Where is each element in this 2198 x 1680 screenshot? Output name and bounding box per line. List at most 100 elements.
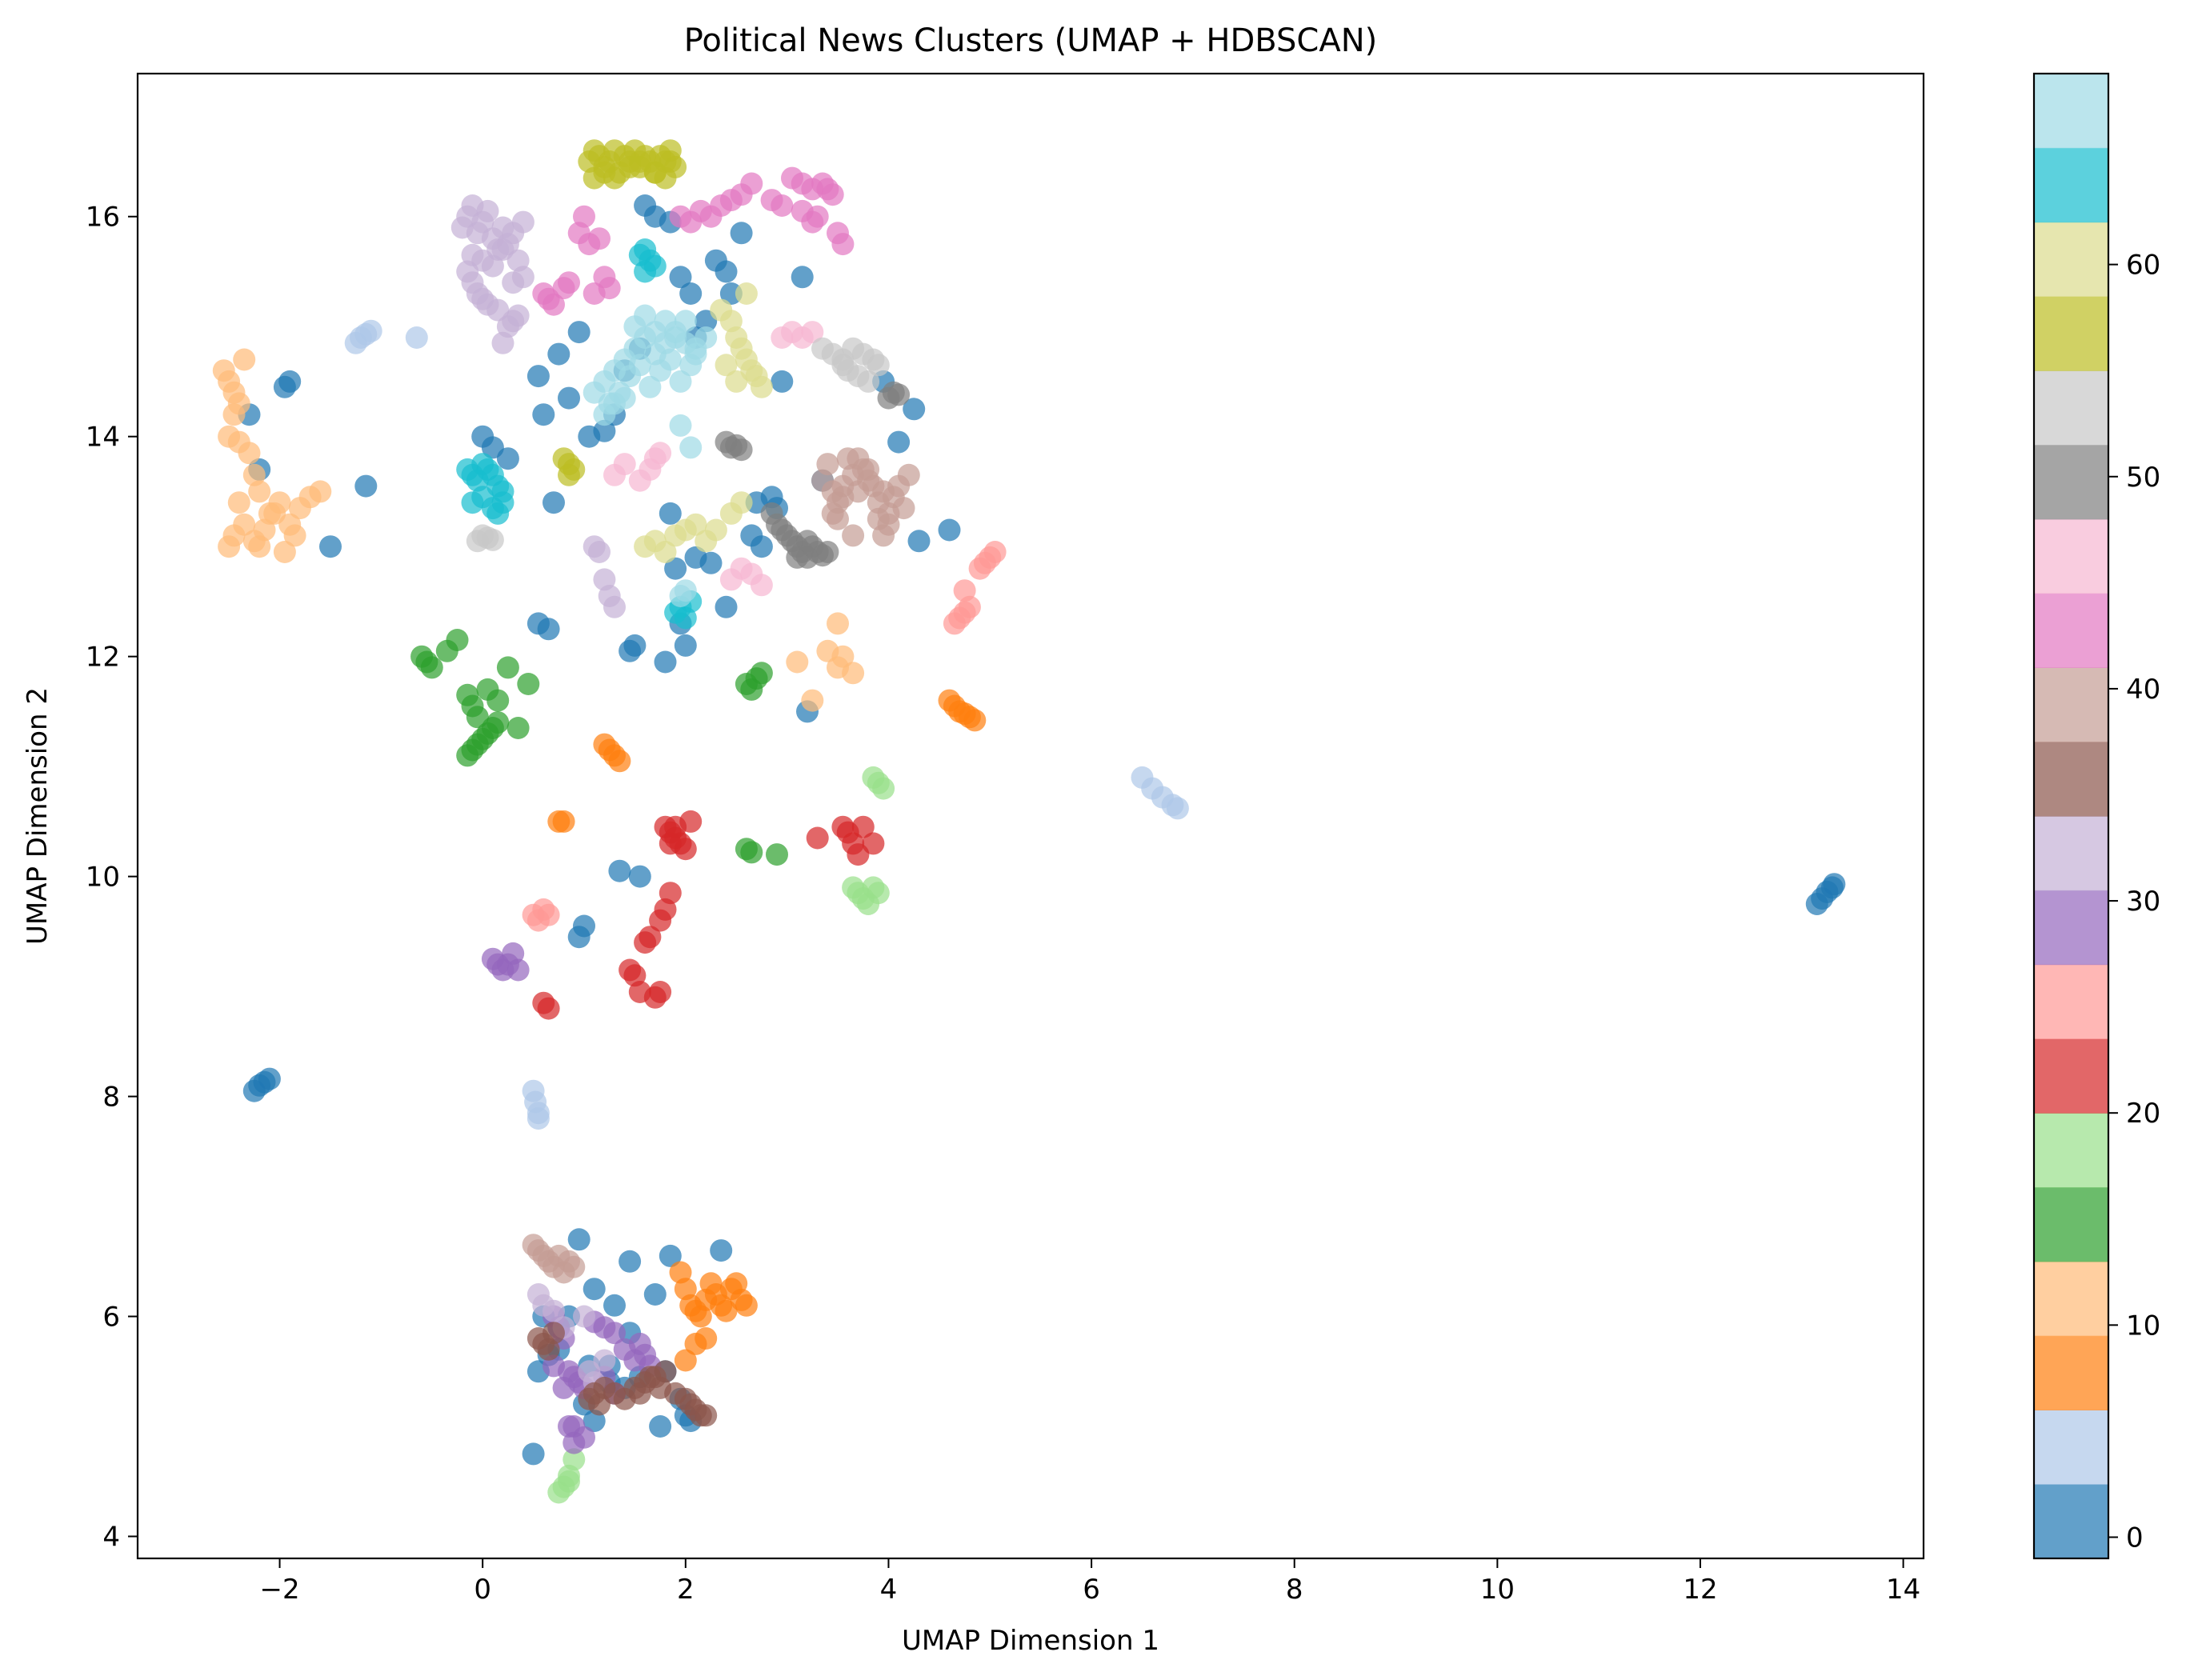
data-point [502, 310, 525, 333]
data-point [471, 287, 494, 310]
data-point [309, 480, 332, 503]
data-point [486, 711, 510, 734]
data-point [786, 546, 809, 569]
data-point [801, 321, 824, 344]
data-point [496, 447, 519, 470]
data-point [750, 574, 773, 597]
colorbar-tick-label: 30 [2126, 886, 2160, 918]
data-point [842, 524, 865, 547]
data-point [542, 491, 565, 514]
data-point [446, 629, 469, 651]
data-point [522, 1442, 545, 1466]
data-point [634, 304, 657, 327]
data-point [730, 491, 753, 514]
colorbar-segment [2034, 370, 2108, 446]
data-point [862, 832, 885, 855]
data-point [537, 903, 560, 926]
data-point [730, 222, 753, 245]
data-point [628, 865, 651, 888]
colorbar-segment [2034, 222, 2108, 297]
data-point [715, 595, 738, 618]
data-point [588, 227, 611, 250]
data-point [659, 1244, 682, 1267]
data-point [857, 370, 880, 393]
y-tick-label: 4 [102, 1522, 120, 1554]
data-point [496, 656, 519, 679]
data-point [649, 1415, 672, 1438]
data-point [831, 486, 855, 509]
data-point [552, 810, 575, 833]
data-point [674, 634, 697, 657]
data-point [608, 750, 631, 773]
data-point [273, 541, 296, 563]
data-point [953, 601, 976, 624]
data-point [816, 453, 839, 476]
data-point [461, 243, 484, 266]
data-point [278, 370, 302, 393]
data-point [669, 414, 692, 437]
data-point [537, 997, 560, 1020]
data-point [766, 843, 788, 866]
colorbar-segment [2034, 518, 2108, 594]
colorbar-tick-label: 0 [2126, 1522, 2144, 1554]
data-point [654, 650, 677, 674]
data-point [684, 342, 707, 366]
data-point [476, 199, 499, 222]
data-point [669, 266, 692, 289]
data-point [619, 1250, 642, 1273]
x-tick-label: 0 [474, 1574, 491, 1606]
data-point [603, 595, 626, 618]
data-point [558, 1464, 580, 1487]
data-point [750, 375, 773, 398]
colorbar-segment [2034, 890, 2108, 966]
data-point [740, 172, 763, 195]
scatter-points [212, 139, 1846, 1504]
data-point [649, 981, 672, 1003]
data-point [872, 524, 895, 547]
data-point [816, 541, 839, 563]
data-point [715, 354, 738, 377]
data-point [628, 354, 651, 377]
data-point [639, 926, 662, 949]
data-point [623, 634, 647, 657]
data-point [526, 1107, 550, 1130]
y-axis-label: UMAP Dimension 2 [22, 687, 54, 945]
data-point [481, 528, 504, 551]
colorbar-tick-label: 10 [2126, 1310, 2160, 1342]
data-point [735, 282, 758, 305]
data-point [735, 1294, 758, 1317]
data-point [867, 354, 890, 377]
data-point [613, 386, 636, 410]
data-point [892, 497, 915, 520]
data-point [526, 365, 550, 388]
data-point [938, 518, 961, 542]
data-point [887, 383, 911, 406]
data-point [903, 398, 926, 421]
data-point [258, 1067, 281, 1090]
data-point [699, 551, 723, 574]
data-point [573, 205, 595, 228]
data-point [603, 1322, 626, 1345]
data-point [796, 530, 819, 553]
data-point [1823, 873, 1846, 896]
y-tick-label: 14 [86, 422, 120, 454]
data-point [552, 1376, 575, 1399]
data-point [283, 524, 306, 547]
data-point [649, 442, 672, 465]
data-point [887, 430, 911, 454]
colorbar-segment [2034, 742, 2108, 817]
data-point [730, 438, 753, 462]
x-tick-label: 6 [1083, 1574, 1100, 1606]
data-point [222, 403, 246, 426]
y-axis-ticks: 4 6 8 10 12 14 16 [86, 202, 138, 1554]
data-point [588, 541, 611, 563]
data-point [857, 458, 880, 481]
data-point [506, 958, 530, 982]
x-tick-label: 2 [677, 1574, 695, 1606]
colorbar-segment [2034, 1113, 2108, 1188]
data-point [567, 321, 591, 344]
plot-frame [136, 72, 1925, 1560]
colorbar-tick-label: 50 [2126, 462, 2160, 494]
